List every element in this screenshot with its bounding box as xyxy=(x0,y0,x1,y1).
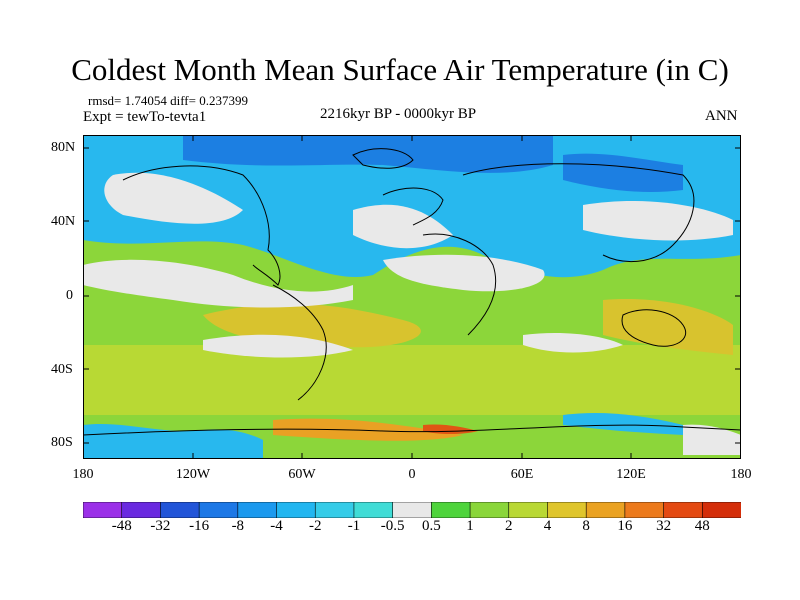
lat-label-40s: 40S xyxy=(51,362,73,377)
lat-label-80n: 80N xyxy=(51,140,76,155)
colorbar-label: -1 xyxy=(347,518,361,534)
colorbar-label: 0.5 xyxy=(421,518,441,534)
colorbar-label: -48 xyxy=(111,518,132,534)
lat-ticks xyxy=(83,147,741,444)
colorbar-segment xyxy=(585,502,626,518)
colorbar-segment xyxy=(508,502,549,518)
lon-label-120w: 120W xyxy=(175,467,211,482)
colorbar-label: 8 xyxy=(582,518,590,534)
colorbar-segment xyxy=(663,502,704,518)
lon-label-180w: 180 xyxy=(72,467,94,482)
lon-label-180e: 180 xyxy=(730,467,752,482)
colorbar-label: 16 xyxy=(617,518,633,534)
colorbar-segment xyxy=(392,502,433,518)
colorbar-segment xyxy=(276,502,317,518)
lat-label-0: 0 xyxy=(66,288,73,303)
north-atlantic-neutral xyxy=(353,204,453,249)
lon-label-120e: 120E xyxy=(616,467,646,482)
lon-label-60w: 60W xyxy=(288,467,316,482)
colorbar-segment xyxy=(624,502,665,518)
colorbar-segment xyxy=(160,502,200,518)
temperature-map xyxy=(83,135,741,459)
colorbar-segment xyxy=(121,502,162,518)
period-label: 2216kyr BP - 0000kyr BP xyxy=(320,106,477,122)
lat-label-80s: 80S xyxy=(51,435,73,450)
colorbar-segment xyxy=(469,502,510,518)
colorbar-segment xyxy=(547,502,587,518)
colorbar-segment xyxy=(83,502,123,518)
colorbar-segment xyxy=(353,502,394,518)
lon-ticks xyxy=(192,135,632,459)
antarctic-ridge-cold xyxy=(563,413,683,435)
tropical-pacific-neutral xyxy=(83,259,353,308)
colorbar-label: 1 xyxy=(466,518,474,534)
colorbar-label: -0.5 xyxy=(380,518,405,534)
asia-neutral xyxy=(583,200,733,241)
antarctic-warm-patch xyxy=(273,418,463,441)
antarctic-neutral xyxy=(683,424,741,455)
indian-ocean-warm-region xyxy=(603,299,733,355)
colorbar-label: -4 xyxy=(270,518,283,534)
south-pacific-neutral xyxy=(203,334,353,358)
coastlines xyxy=(83,148,741,436)
colorbar-segment xyxy=(431,502,471,518)
colorbar-segment xyxy=(198,502,239,518)
indian-neutral xyxy=(523,333,623,353)
colorbar-segment xyxy=(314,502,355,518)
lat-label-40n: 40N xyxy=(51,214,76,229)
north-pacific-neutral xyxy=(104,172,243,224)
colorbar-label: 48 xyxy=(694,518,710,534)
season-label: ANN xyxy=(705,108,738,124)
arctic-blue-region xyxy=(183,135,553,173)
colorbar-label: -32 xyxy=(150,518,171,534)
lon-label-60e: 60E xyxy=(510,467,534,482)
colorbar-label: -2 xyxy=(308,518,322,534)
colorbar-label: 2 xyxy=(505,518,513,534)
colorbar-label: -16 xyxy=(189,518,210,534)
colorbar-label: -8 xyxy=(231,518,245,534)
colorbar-label: 32 xyxy=(656,518,672,534)
lon-label-0: 0 xyxy=(408,467,416,482)
eurasia-blue-region xyxy=(563,153,683,192)
experiment-label: Expt = tewTo-tevta1 xyxy=(83,109,207,125)
colorbar-label: 4 xyxy=(543,518,552,534)
colorbar-segment xyxy=(237,502,278,518)
equatorial-atlantic-neutral xyxy=(383,254,545,292)
map-title: Coldest Month Mean Surface Air Temperatu… xyxy=(71,52,729,87)
southern-ocean-region xyxy=(83,345,741,415)
colorbar-segment xyxy=(701,502,741,518)
stats-label: rmsd= 1.74054 diff= 0.237399 xyxy=(88,93,248,108)
colorbar xyxy=(83,502,741,518)
